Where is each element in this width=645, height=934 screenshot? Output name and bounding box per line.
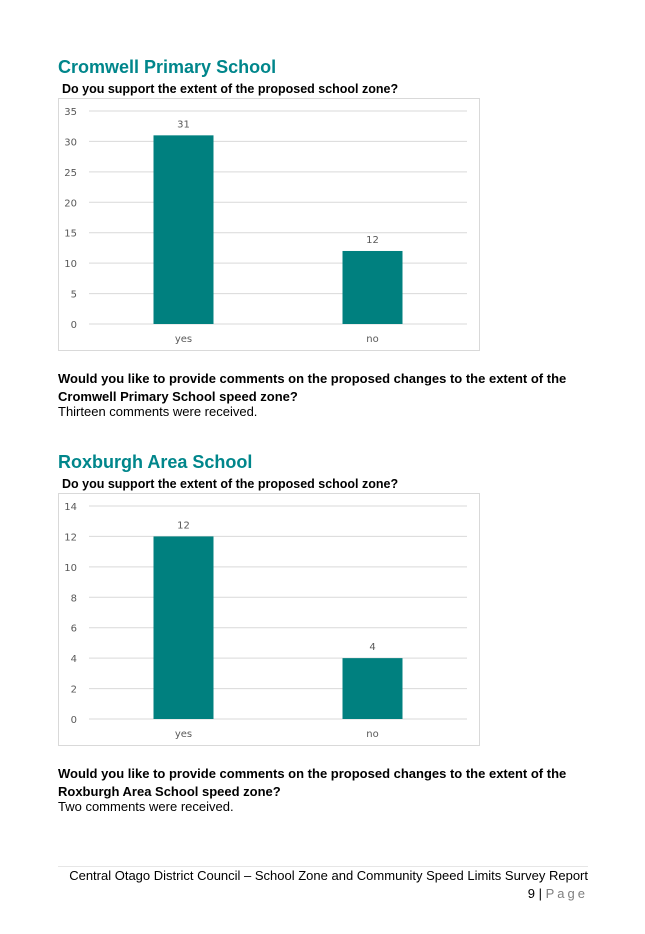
footer-divider xyxy=(58,866,588,867)
category-label-yes: yes xyxy=(175,729,192,740)
data-label-no: 12 xyxy=(366,235,379,246)
y-tick-label: 0 xyxy=(71,715,77,726)
y-tick-label: 30 xyxy=(64,137,77,148)
y-tick-label: 8 xyxy=(71,593,77,604)
bar-yes xyxy=(153,536,214,719)
y-tick-label: 4 xyxy=(71,654,77,665)
comments-question-roxburgh: Would you like to provide comments on th… xyxy=(58,766,567,799)
section-title-cromwell: Cromwell Primary School xyxy=(58,57,277,77)
bar-no xyxy=(342,658,403,719)
footer-report-title: Central Otago District Council – School … xyxy=(69,868,588,883)
y-tick-label: 2 xyxy=(71,685,77,696)
y-tick-label: 35 xyxy=(64,107,77,118)
y-tick-label: 14 xyxy=(64,502,77,513)
y-tick-label: 20 xyxy=(64,198,77,209)
comments-question-cromwell: Would you like to provide comments on th… xyxy=(58,371,567,404)
comments-answer-roxburgh: Two comments were received. xyxy=(58,799,234,814)
y-tick-label: 25 xyxy=(64,168,77,179)
page-word: Page xyxy=(545,886,588,901)
y-tick-label: 15 xyxy=(64,229,77,240)
chart-question-cromwell: Do you support the extent of the propose… xyxy=(62,82,399,96)
y-tick-label: 5 xyxy=(71,290,77,301)
page-number: 9 xyxy=(527,886,535,901)
data-label-yes: 12 xyxy=(177,520,190,531)
chart-roxburgh: 0 2 4 6 8 10 12 14 12 yes 4 no xyxy=(58,493,480,746)
y-tick-label: 12 xyxy=(64,532,77,543)
data-label-no: 4 xyxy=(369,642,375,653)
data-label-yes: 31 xyxy=(177,119,190,130)
bar-no xyxy=(342,250,403,324)
y-tick-label: 10 xyxy=(64,259,77,270)
footer-page-number: 9 | Page xyxy=(528,886,588,901)
y-tick-label: 6 xyxy=(71,624,77,635)
page-separator: | xyxy=(538,886,542,901)
chart-question-roxburgh: Do you support the extent of the propose… xyxy=(62,477,399,491)
y-tick-label: 0 xyxy=(71,320,77,331)
chart-cromwell: 0 5 10 15 20 25 30 35 31 yes 12 no xyxy=(58,98,480,351)
category-label-no: no xyxy=(366,334,378,345)
y-tick-label: 10 xyxy=(64,563,77,574)
chart-svg-cromwell: 0 5 10 15 20 25 30 35 31 yes 12 no xyxy=(64,107,467,345)
chart-svg-roxburgh: 0 2 4 6 8 10 12 14 12 yes 4 no xyxy=(64,502,467,740)
category-label-no: no xyxy=(366,729,378,740)
section-title-roxburgh: Roxburgh Area School xyxy=(58,452,253,472)
category-label-yes: yes xyxy=(175,334,192,345)
bar-yes xyxy=(153,135,214,324)
comments-answer-cromwell: Thirteen comments were received. xyxy=(58,404,258,419)
